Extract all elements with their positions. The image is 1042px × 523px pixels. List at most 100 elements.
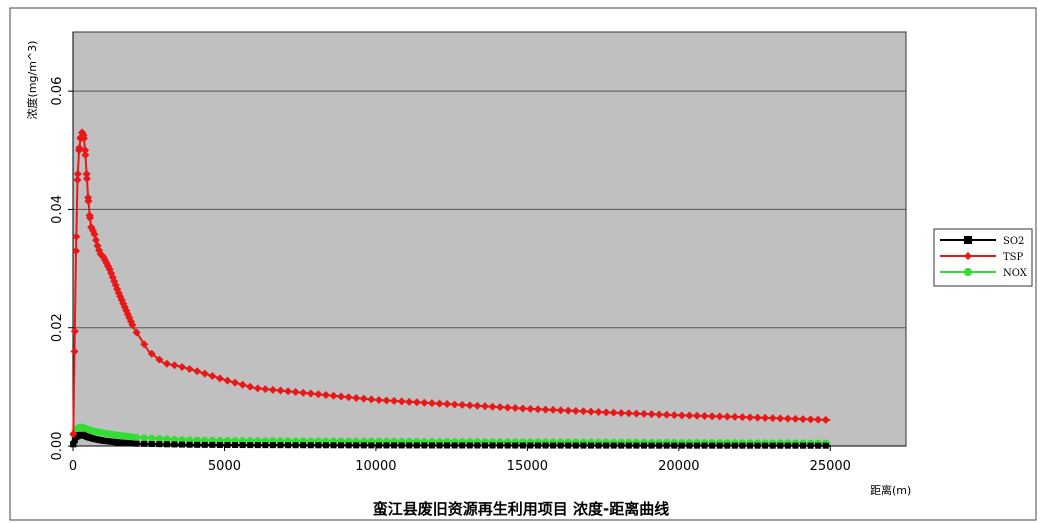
data-point — [443, 400, 452, 409]
data-point — [603, 442, 610, 449]
x-tick-label: 5000 — [208, 459, 241, 474]
data-point — [761, 413, 770, 422]
data-point — [72, 232, 81, 241]
legend-item-nox: NOX — [940, 268, 1028, 279]
data-point — [216, 441, 223, 448]
data-point — [814, 415, 823, 424]
data-point — [82, 169, 91, 178]
data-point — [306, 389, 315, 398]
data-point — [397, 397, 406, 406]
data-point — [768, 414, 777, 423]
data-point — [677, 411, 686, 420]
data-point — [420, 398, 429, 407]
data-point — [186, 441, 193, 448]
data-point — [693, 442, 700, 449]
data-point — [73, 169, 82, 178]
data-point — [374, 396, 383, 405]
data-point — [436, 442, 443, 449]
data-point — [345, 442, 352, 449]
data-point — [428, 442, 435, 449]
data-point — [81, 146, 90, 155]
data-point — [201, 441, 208, 448]
data-point — [762, 442, 769, 449]
data-point — [140, 340, 149, 349]
data-point — [171, 441, 178, 448]
data-point — [390, 396, 399, 405]
data-point — [489, 442, 496, 449]
data-point — [156, 441, 163, 448]
x-tick-label: 25000 — [810, 459, 851, 474]
data-point — [367, 395, 376, 404]
data-point — [391, 442, 398, 449]
data-point — [329, 391, 338, 400]
data-point — [276, 386, 285, 395]
data-point — [458, 400, 467, 409]
data-point — [383, 442, 390, 449]
legend-marker — [964, 236, 972, 244]
data-point — [595, 442, 602, 449]
data-point — [300, 442, 307, 449]
data-point — [254, 442, 261, 449]
data-point — [269, 442, 276, 449]
data-point — [200, 369, 209, 378]
data-point — [518, 404, 527, 413]
data-point — [459, 442, 466, 449]
data-point — [473, 401, 482, 410]
data-point — [640, 442, 647, 449]
x-axis-label: 距离(m) — [870, 483, 911, 497]
data-point — [807, 442, 814, 449]
data-point — [519, 442, 526, 449]
data-point — [709, 442, 716, 449]
data-point — [715, 412, 724, 421]
data-point — [541, 405, 550, 414]
data-point — [624, 409, 633, 418]
data-point — [806, 415, 815, 424]
data-point — [821, 415, 830, 424]
data-point — [557, 442, 564, 449]
data-point — [85, 213, 94, 222]
data-point — [185, 365, 194, 374]
data-point — [72, 246, 81, 255]
data-point — [292, 442, 299, 449]
data-point — [224, 441, 231, 448]
data-point — [639, 409, 648, 418]
data-point — [232, 442, 239, 449]
data-point — [163, 441, 170, 448]
data-point — [70, 347, 79, 356]
data-point — [277, 442, 284, 449]
data-point — [497, 442, 504, 449]
data-point — [268, 385, 277, 394]
legend-label: SO2 — [1003, 236, 1024, 247]
data-point — [527, 442, 534, 449]
data-point — [618, 442, 625, 449]
data-point — [133, 433, 141, 441]
data-point — [716, 442, 723, 449]
data-point — [655, 410, 664, 419]
data-point — [481, 442, 488, 449]
data-point — [512, 442, 519, 449]
data-point — [647, 410, 656, 419]
data-point — [70, 327, 79, 336]
data-point — [215, 374, 224, 383]
data-point — [633, 442, 640, 449]
data-point — [800, 442, 807, 449]
data-point — [777, 442, 784, 449]
data-point — [580, 442, 587, 449]
data-point — [352, 393, 361, 402]
data-point — [71, 437, 78, 444]
data-point — [799, 415, 808, 424]
data-point — [686, 442, 693, 449]
data-point — [178, 362, 187, 371]
data-point — [375, 442, 382, 449]
data-point — [338, 442, 345, 449]
data-point — [209, 441, 216, 448]
data-point — [724, 442, 731, 449]
data-point — [701, 442, 708, 449]
data-point — [776, 414, 785, 423]
data-point — [262, 442, 269, 449]
data-point — [671, 442, 678, 449]
x-tick-label: 15000 — [507, 459, 548, 474]
data-point — [315, 442, 322, 449]
legend-item-tsp: TSP — [940, 252, 1024, 263]
data-point — [261, 385, 270, 394]
